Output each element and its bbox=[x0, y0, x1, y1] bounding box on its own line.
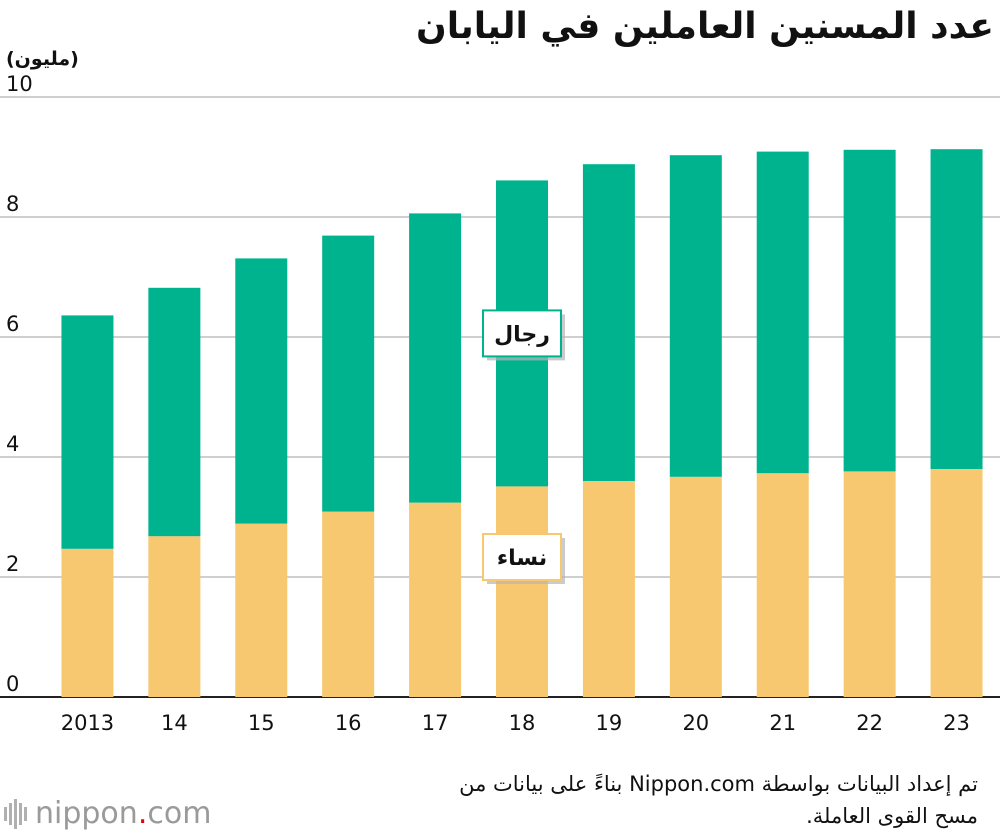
series-label-men: رجال bbox=[482, 309, 565, 361]
logo-dot: . bbox=[137, 796, 148, 831]
x-tick-label: 16 bbox=[335, 711, 362, 735]
bar-men-2013 bbox=[61, 315, 114, 549]
x-tick-label: 2013 bbox=[61, 711, 114, 735]
bar-women-14 bbox=[148, 536, 201, 697]
bar-women-2013 bbox=[61, 548, 114, 697]
bar-men-17 bbox=[409, 213, 462, 503]
series-label-text: نساء bbox=[497, 546, 547, 571]
bar-men-22 bbox=[843, 149, 896, 472]
stacked-bar-chart: 0 2 4 6 8 10 2013 14 15 16 17 18 19 20 21 22 23 نساء رجا… bbox=[0, 72, 1000, 735]
bar-women-17 bbox=[409, 502, 462, 697]
bar-women-19 bbox=[582, 481, 635, 697]
bar-men-16 bbox=[322, 235, 375, 512]
bar-women-21 bbox=[756, 473, 809, 697]
x-tick-label: 23 bbox=[943, 711, 970, 735]
bar-men-14 bbox=[148, 287, 201, 537]
bar-men-20 bbox=[669, 155, 722, 477]
bar-women-22 bbox=[843, 471, 896, 697]
bar-women-15 bbox=[235, 523, 288, 697]
y-tick-label: 8 bbox=[6, 192, 19, 216]
source-note: تم إعداد البيانات بواسطة Nippon.com بناء… bbox=[459, 772, 978, 828]
bar-men-15 bbox=[235, 258, 288, 524]
y-tick-label: 4 bbox=[6, 432, 19, 456]
y-tick-label: 6 bbox=[6, 312, 19, 336]
bar-women-16 bbox=[322, 511, 375, 697]
chart-title: عدد المسنين العاملين في اليابان bbox=[415, 6, 994, 47]
bar-women-20 bbox=[669, 476, 722, 697]
x-tick-label: 14 bbox=[161, 711, 188, 735]
series-label-text: رجال bbox=[494, 322, 550, 347]
bar-men-19 bbox=[582, 164, 635, 481]
bar-women-18 bbox=[496, 486, 548, 697]
bar-men-21 bbox=[756, 151, 809, 474]
y-tick-label: 10 bbox=[6, 72, 33, 96]
logo-tld: com bbox=[147, 796, 212, 831]
logo-bars-icon bbox=[4, 798, 27, 829]
y-tick-label: 0 bbox=[6, 672, 19, 696]
x-tick-label: 18 bbox=[509, 711, 536, 735]
series-label-women: نساء bbox=[482, 533, 565, 584]
bar-men-23 bbox=[930, 149, 983, 469]
x-tick-label: 17 bbox=[422, 711, 449, 735]
x-tick-label: 21 bbox=[769, 711, 796, 735]
y-axis-unit: (مليون) bbox=[6, 48, 79, 70]
y-tick-label: 2 bbox=[6, 552, 19, 576]
x-tick-label: 15 bbox=[248, 711, 275, 735]
x-tick-label: 22 bbox=[856, 711, 883, 735]
bar-women-23 bbox=[930, 469, 983, 697]
x-tick-label: 19 bbox=[596, 711, 623, 735]
logo-name: nippon bbox=[35, 796, 138, 831]
x-tick-label: 20 bbox=[682, 711, 709, 735]
nippon-logo[interactable]: nippon. com bbox=[4, 796, 211, 831]
